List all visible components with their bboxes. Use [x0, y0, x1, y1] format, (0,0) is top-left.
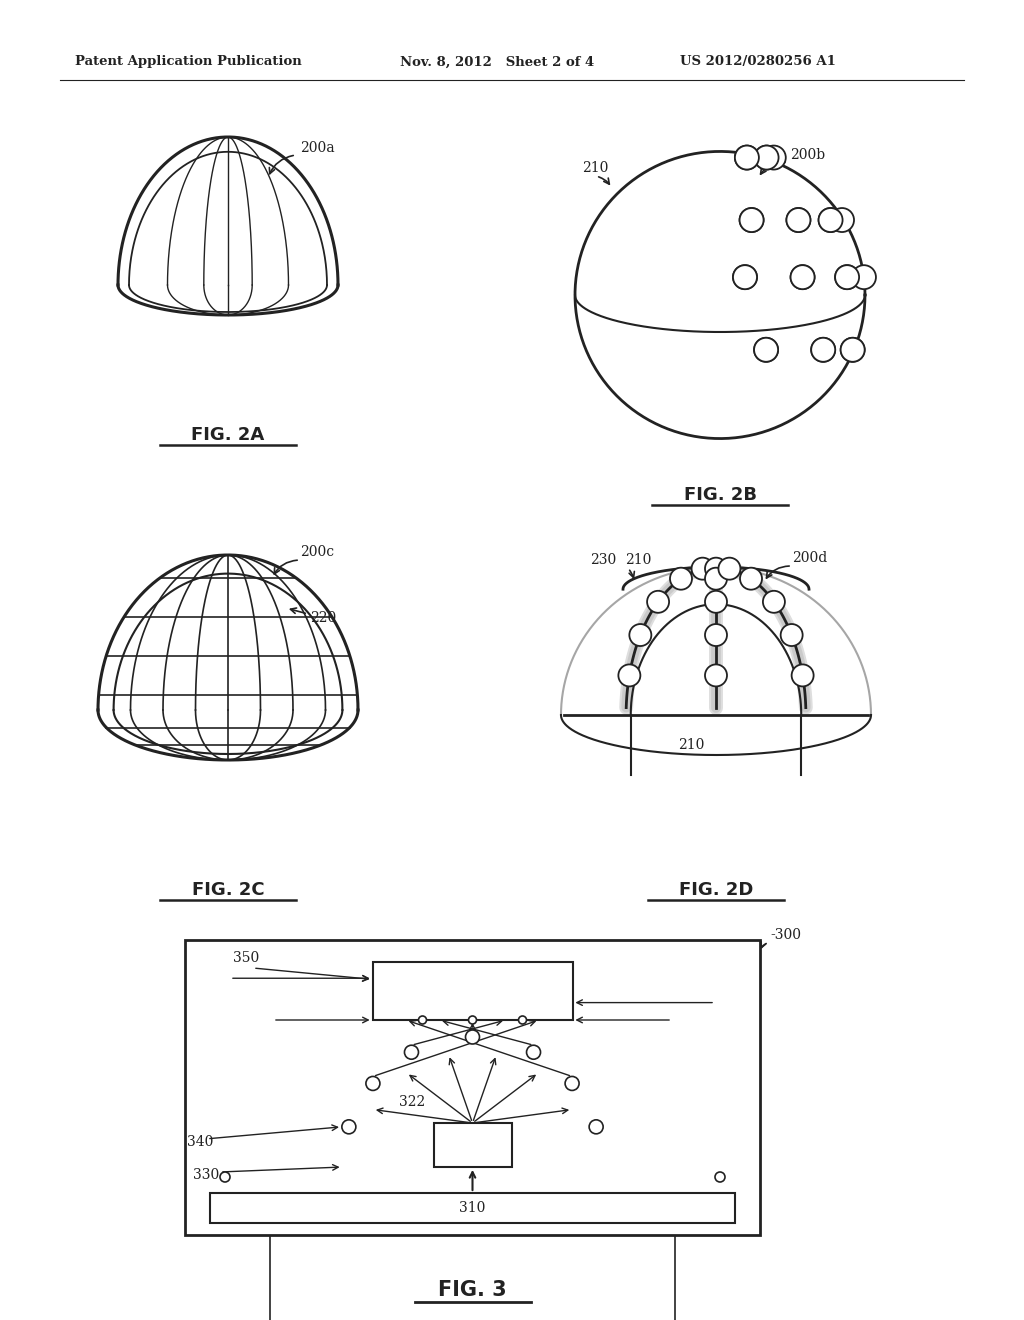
Circle shape — [754, 338, 778, 362]
Circle shape — [466, 1030, 479, 1044]
Circle shape — [715, 1172, 725, 1181]
Circle shape — [705, 557, 727, 579]
Text: 340: 340 — [187, 1135, 213, 1148]
Text: FIG. 3: FIG. 3 — [438, 1280, 507, 1300]
Circle shape — [670, 568, 692, 590]
Circle shape — [342, 1119, 356, 1134]
Circle shape — [404, 1045, 419, 1059]
Circle shape — [830, 209, 854, 232]
Circle shape — [836, 265, 859, 289]
Circle shape — [419, 1016, 427, 1024]
Circle shape — [792, 664, 814, 686]
Circle shape — [786, 209, 810, 232]
Circle shape — [755, 145, 778, 169]
Bar — [185, 940, 760, 1236]
Text: FIG. 2B: FIG. 2B — [683, 486, 757, 504]
Circle shape — [754, 338, 778, 362]
Circle shape — [818, 209, 843, 232]
Text: 200c: 200c — [300, 545, 334, 558]
Circle shape — [705, 591, 727, 612]
Text: 320: 320 — [460, 1138, 485, 1152]
Circle shape — [705, 624, 727, 645]
Text: Measurement
Controller: Measurement Controller — [424, 975, 521, 1006]
Bar — [433, 1123, 512, 1167]
Circle shape — [739, 209, 764, 232]
Circle shape — [811, 338, 836, 362]
Text: 220: 220 — [310, 611, 336, 624]
Text: 330: 330 — [193, 1168, 219, 1181]
Circle shape — [366, 1076, 380, 1090]
Text: FIG. 2D: FIG. 2D — [679, 880, 754, 899]
Circle shape — [735, 145, 759, 169]
Circle shape — [719, 557, 740, 579]
Circle shape — [852, 265, 876, 289]
Circle shape — [841, 338, 864, 362]
Circle shape — [841, 338, 864, 362]
Circle shape — [740, 568, 762, 590]
Circle shape — [618, 664, 640, 686]
Text: 210: 210 — [625, 553, 651, 568]
Text: Patent Application Publication: Patent Application Publication — [75, 55, 302, 69]
Circle shape — [630, 624, 651, 645]
Circle shape — [791, 265, 814, 289]
Circle shape — [589, 1119, 603, 1134]
Text: 210: 210 — [582, 161, 608, 176]
Text: 230: 230 — [590, 553, 616, 568]
Bar — [373, 962, 572, 1020]
Circle shape — [705, 568, 727, 590]
Text: 210: 210 — [678, 738, 705, 752]
Circle shape — [780, 624, 803, 645]
Circle shape — [811, 338, 836, 362]
Text: 350: 350 — [233, 950, 259, 965]
Text: 322: 322 — [399, 1096, 426, 1109]
Text: FIG. 2C: FIG. 2C — [191, 880, 264, 899]
Circle shape — [739, 209, 764, 232]
Circle shape — [647, 591, 669, 612]
Circle shape — [518, 1016, 526, 1024]
Circle shape — [755, 145, 778, 169]
Text: 200b: 200b — [790, 148, 825, 162]
Circle shape — [565, 1076, 580, 1090]
Text: 200d: 200d — [792, 550, 827, 565]
Circle shape — [705, 664, 727, 686]
Text: Nov. 8, 2012   Sheet 2 of 4: Nov. 8, 2012 Sheet 2 of 4 — [400, 55, 594, 69]
Circle shape — [469, 1016, 476, 1024]
Text: 200a: 200a — [300, 141, 335, 154]
Text: 310: 310 — [460, 1201, 485, 1214]
Bar — [210, 1193, 735, 1224]
Text: US 2012/0280256 A1: US 2012/0280256 A1 — [680, 55, 836, 69]
Circle shape — [691, 557, 714, 579]
Circle shape — [735, 145, 759, 169]
Circle shape — [763, 591, 785, 612]
Circle shape — [733, 265, 757, 289]
Circle shape — [818, 209, 843, 232]
Circle shape — [762, 145, 785, 169]
Circle shape — [220, 1172, 230, 1181]
Circle shape — [733, 265, 757, 289]
Circle shape — [791, 265, 814, 289]
Text: FIG. 2A: FIG. 2A — [191, 426, 264, 444]
Circle shape — [526, 1045, 541, 1059]
Text: -300: -300 — [770, 928, 801, 942]
Circle shape — [786, 209, 810, 232]
Circle shape — [836, 265, 859, 289]
